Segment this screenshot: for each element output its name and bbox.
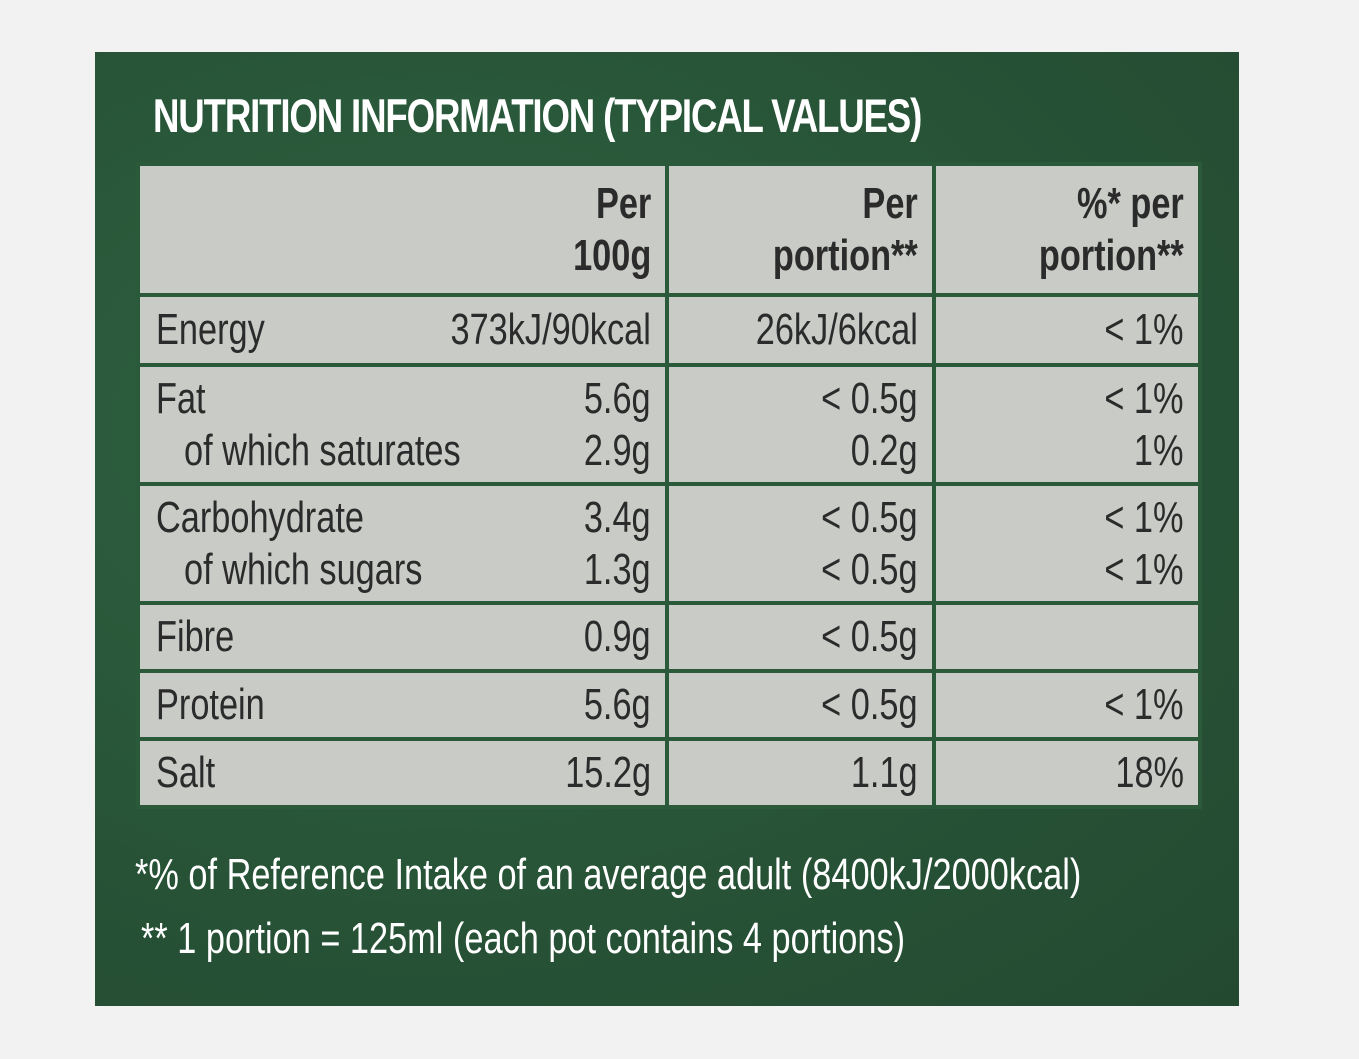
nutrition-table: Per 100g Per portion** %* per portion** [136, 162, 1202, 809]
nutrient-label: Energy [156, 305, 265, 354]
table-row-protein: Protein 5.6g < 0.5g < 1% [136, 669, 1202, 741]
per-portion-sub-text: < 0.5g [821, 544, 918, 594]
per-portion-value: < 0.5g [665, 669, 936, 741]
header-pct-line2: portion** [1039, 230, 1184, 280]
per-100g-sub-value: 1.3g [584, 544, 651, 594]
nutrient-label: Fat [156, 373, 206, 423]
per-portion-value: < 0.5g < 0.5g [665, 482, 936, 605]
per-portion-value: 1.1g [665, 737, 936, 809]
table-row-energy: Energy 373kJ/90kcal 26kJ/6kcal < 1% [136, 293, 1202, 367]
header-pct-per-portion: %* per portion** [932, 162, 1202, 297]
per-portion-text: < 0.5g [821, 680, 918, 729]
nutrient-label: Salt [156, 748, 216, 797]
nutrient-label: Fibre [156, 612, 235, 661]
per-portion-value: < 0.5g 0.2g [665, 363, 936, 486]
salt-cell: Salt 15.2g [136, 737, 669, 809]
energy-cell: Energy 373kJ/90kcal [136, 293, 669, 367]
pct-text: < 1% [1104, 680, 1184, 729]
pct-value: < 1% 1% [932, 363, 1202, 486]
nutrient-label: Carbohydrate [156, 492, 364, 542]
header-per-100g: Per 100g [136, 162, 669, 297]
per-portion-text: 26kJ/6kcal [755, 305, 918, 354]
pct-value: < 1% < 1% [932, 482, 1202, 605]
nutrient-sublabel: of which sugars [184, 544, 423, 594]
pct-text: < 1% [1104, 492, 1184, 542]
footnote-portion-size: ** 1 portion = 125ml (each pot contains … [141, 914, 906, 963]
per-portion-text: 1.1g [851, 748, 918, 797]
per-100g-value: 15.2g [565, 748, 651, 797]
nutrition-panel: NUTRITION INFORMATION (TYPICAL VALUES) P… [95, 52, 1239, 1006]
per-portion-value: 26kJ/6kcal [665, 293, 936, 367]
per-100g-sub-value: 2.9g [584, 425, 651, 475]
per-100g-value: 5.6g [584, 680, 651, 729]
footnote-reference-intake: *% of Reference Intake of an average adu… [135, 850, 1082, 899]
pct-sub-text: 1% [1134, 425, 1184, 475]
header-per-portion-line2: portion** [773, 230, 918, 280]
header-row: Per 100g Per portion** %* per portion** [136, 162, 1202, 297]
nutrient-label: Protein [156, 680, 265, 729]
per-portion-text: < 0.5g [821, 612, 918, 661]
per-portion-text: < 0.5g [821, 492, 918, 542]
pct-text: < 1% [1104, 305, 1184, 354]
protein-cell: Protein 5.6g [136, 669, 669, 741]
nutrition-title: NUTRITION INFORMATION (TYPICAL VALUES) [153, 89, 922, 142]
pct-text: < 1% [1104, 373, 1184, 423]
pct-sub-text: < 1% [1104, 544, 1184, 594]
fibre-cell: Fibre 0.9g [136, 601, 669, 673]
table-row-carbohydrate: Carbohydrate 3.4g of which sugars 1.3g <… [136, 482, 1202, 605]
fat-cell: Fat 5.6g of which saturates 2.9g [136, 363, 669, 486]
table-row-fat: Fat 5.6g of which saturates 2.9g < 0.5g … [136, 363, 1202, 486]
pct-value: 18% [932, 737, 1202, 809]
pct-value: < 1% [932, 293, 1202, 367]
per-portion-sub-text: 0.2g [851, 425, 918, 475]
table-row-fibre: Fibre 0.9g < 0.5g [136, 601, 1202, 673]
per-100g-value: 5.6g [584, 373, 651, 423]
pct-value: < 1% [932, 669, 1202, 741]
per-portion-value: < 0.5g [665, 601, 936, 673]
per-100g-value: 3.4g [584, 492, 651, 542]
header-per-100g-line2: 100g [572, 230, 651, 280]
per-portion-text: < 0.5g [821, 373, 918, 423]
per-100g-value: 0.9g [584, 612, 651, 661]
carbohydrate-cell: Carbohydrate 3.4g of which sugars 1.3g [136, 482, 669, 605]
nutrient-sublabel: of which saturates [184, 425, 461, 475]
header-per-portion: Per portion** [665, 162, 936, 297]
table-row-salt: Salt 15.2g 1.1g 18% [136, 737, 1202, 809]
pct-text: 18% [1115, 748, 1184, 797]
header-per-100g-line1: Per [595, 178, 651, 228]
header-pct-line1: %* per [1077, 178, 1184, 228]
per-100g-value: 373kJ/90kcal [450, 305, 651, 354]
pct-value [932, 601, 1202, 673]
header-per-portion-line1: Per [862, 178, 918, 228]
